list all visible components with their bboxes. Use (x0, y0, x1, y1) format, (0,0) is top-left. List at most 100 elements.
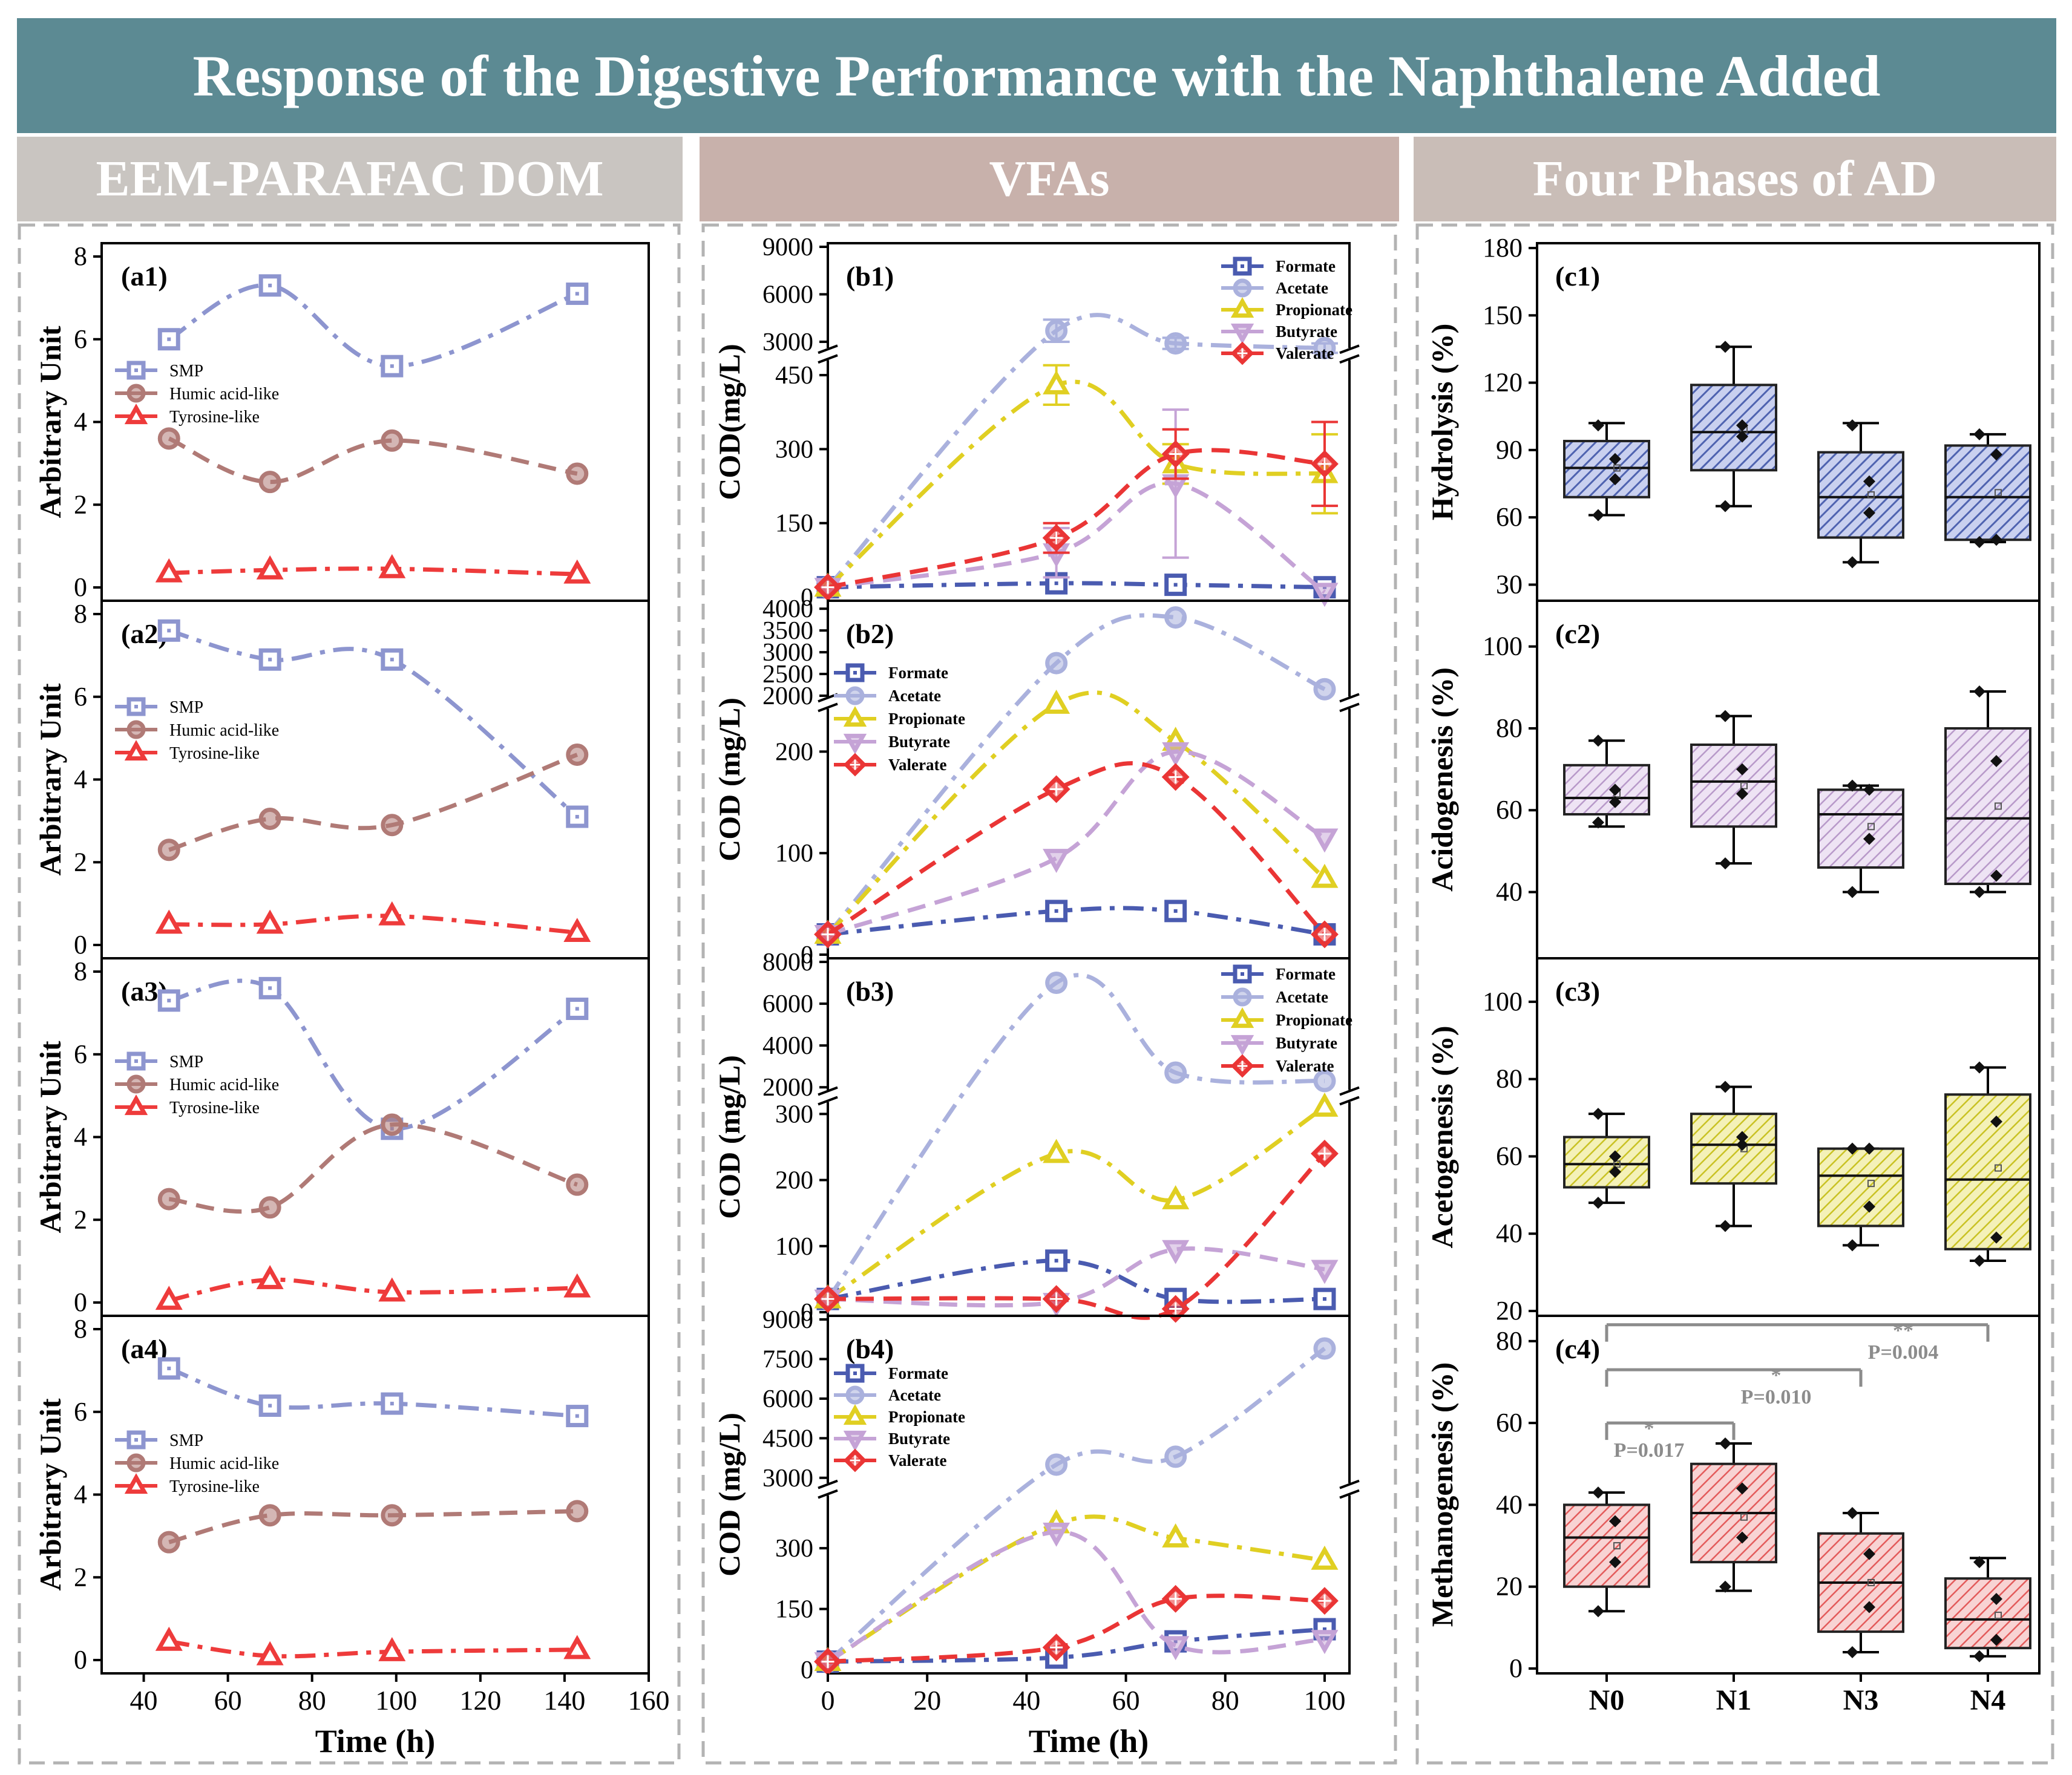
y-tick-label: 0 (801, 584, 813, 612)
point-smp-dot (167, 337, 171, 341)
y-tick-label: 6 (74, 324, 87, 354)
legend-label: SMP (169, 698, 203, 717)
point-formate-dot (1173, 909, 1178, 913)
x-axis-title: Time (h) (315, 1723, 436, 1759)
data-point (1973, 886, 1985, 898)
series-line-propionate (827, 1514, 1325, 1664)
y-tick-label: 4 (74, 1122, 87, 1152)
point-acetate (1164, 606, 1187, 629)
axis-break-mark (1339, 344, 1360, 355)
y-tick-label: 80 (1496, 1064, 1523, 1094)
legend-label: Butyrate (888, 1430, 950, 1448)
x-tick-label: 20 (913, 1685, 941, 1716)
point-butyrate (1162, 1636, 1190, 1661)
axis-break-mark (818, 1096, 838, 1106)
mean-marker (1995, 489, 2002, 497)
point-tyrosine-like (563, 918, 591, 942)
data-point (1609, 453, 1621, 465)
y-tick-label: 60 (1496, 502, 1523, 532)
point-butyrate (1311, 1260, 1339, 1284)
y-axis-title: Arbitrary Unit (33, 325, 67, 518)
axis-break-mark (818, 344, 838, 355)
legend-marker (126, 1074, 146, 1094)
series-line-formate (827, 581, 1325, 590)
data-point (1846, 556, 1858, 569)
data-point (1736, 788, 1748, 800)
point-humic-acid-like (381, 429, 404, 452)
y-tick-label: 150 (775, 510, 813, 538)
y-tick-label: 2 (74, 1562, 87, 1592)
data-point (1736, 1531, 1748, 1544)
charts-layer: 0 2 4 6 8 (a1) Arbitrary Unit SMP Humic acid-lik… (33, 233, 2041, 1759)
legend-label: SMP (169, 1053, 203, 1071)
series-line-smp (168, 1366, 578, 1419)
y-tick-label: 4 (74, 1480, 87, 1509)
legend-marker (126, 384, 146, 403)
legend-label: Acetate (1276, 279, 1328, 297)
data-point (1990, 1115, 2002, 1128)
data-point (1592, 1486, 1604, 1499)
section-header-phases (1414, 137, 2056, 221)
point-formate-dot (1173, 583, 1178, 587)
x-tick-label: 60 (214, 1685, 242, 1716)
data-point (1846, 779, 1858, 792)
legend-marker (1233, 964, 1252, 984)
legend-marker-dot (134, 1438, 138, 1442)
series-line-butyrate (827, 1246, 1325, 1308)
point-smp-dot (575, 292, 579, 296)
data-point (1973, 1556, 1985, 1569)
point-formate-dot (1054, 909, 1058, 913)
point-humic-acid-like (258, 807, 281, 830)
y-tick-label: 9000 (762, 234, 813, 261)
data-point (1990, 1593, 2002, 1605)
x-axis-a: 40 60 80 100 120 140 160 Time (h) (130, 1673, 670, 1759)
y-tick-label: 120 (1483, 368, 1523, 397)
y-tick-label: 0 (1509, 1653, 1523, 1683)
axis-break-mark (818, 1479, 838, 1489)
y-tick-label: 8 (74, 599, 87, 629)
y-tick-label: 40 (1496, 1218, 1523, 1248)
y-tick-label: 150 (1483, 300, 1523, 330)
y-axis-title: COD (mg/L) (712, 1413, 746, 1577)
frame-dom (18, 223, 681, 1765)
mean-marker (1995, 802, 2002, 810)
series-line-smp (168, 283, 579, 368)
point-acetate (1164, 332, 1187, 355)
chart-c3: 20 40 60 80 100 (c3) Acetogenesis (%) (1425, 957, 2041, 1326)
point-smp-dot (268, 283, 272, 287)
x-tick-label: 40 (130, 1685, 158, 1716)
legend-label: SMP (169, 1431, 203, 1450)
legend-label: Propionate (1276, 301, 1352, 319)
point-acetate (1045, 1453, 1068, 1476)
point-smp (258, 976, 281, 999)
y-tick-label: 2 (74, 847, 87, 877)
y-tick-label: 180 (1483, 233, 1523, 263)
point-humic-acid-like (258, 1196, 281, 1219)
x-axis-c: N0 N1 N3 N4 (1589, 1673, 2005, 1716)
point-formate-dot (1054, 581, 1058, 586)
y-tick-label: 6000 (762, 990, 813, 1018)
legend-label: Tyrosine-like (169, 1477, 260, 1496)
legend-marker (126, 1430, 146, 1450)
point-tyrosine-like (256, 909, 284, 934)
point-humic-acid-like (566, 1173, 589, 1196)
legend-marker (845, 1385, 865, 1405)
series-line-propionate (826, 379, 1325, 589)
legend-label: Butyrate (1276, 1034, 1337, 1052)
y-axis-title: COD (mg/L) (712, 698, 746, 861)
legend-marker (845, 686, 865, 705)
data-point (1736, 1482, 1748, 1495)
point-acetate (1313, 336, 1336, 359)
x-category-label: N3 (1843, 1684, 1879, 1716)
box-n3 (1817, 788, 1904, 869)
series-line-humic-acid-like (168, 436, 578, 485)
y-tick-label: 3500 (762, 617, 813, 645)
point-acetate (1045, 972, 1068, 995)
point-propionate (1162, 1523, 1190, 1548)
point-acetate (1164, 1061, 1187, 1084)
x-axis-title: Time (h) (1029, 1723, 1149, 1759)
point-acetate (1164, 1445, 1187, 1468)
legend-marker (124, 1094, 148, 1116)
